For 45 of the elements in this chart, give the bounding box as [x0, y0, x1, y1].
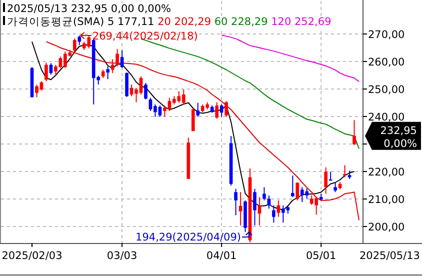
candlestick	[238, 192, 242, 226]
header: 2025/05/13 232,95 0,00 0,00%	[3, 3, 172, 15]
y-tick-label: 200,00	[368, 222, 405, 234]
annotation: 194,29(2025/04/09)	[136, 231, 252, 244]
y-tick-label: 240,00	[368, 112, 405, 124]
candlestick	[290, 175, 294, 198]
candlestick	[296, 182, 300, 201]
y-tick-label: 250,00	[368, 84, 405, 96]
x-tick-label: 03/03	[106, 250, 138, 262]
y-tick-label: 260,00	[368, 56, 405, 68]
legend: 가격이동평균(SMA) 5 177,11 20 202,29 60 228,29 120 252,69	[3, 16, 332, 28]
candlestick	[144, 82, 148, 100]
candlestick	[182, 89, 186, 105]
x-tick-label: 2025/02/03	[2, 250, 62, 262]
candlestick	[324, 166, 328, 194]
x-tick-label: 05/01	[306, 250, 336, 262]
candlestick	[106, 66, 110, 80]
candlestick	[44, 62, 48, 82]
legend-title: 가격이동평균(SMA)	[7, 16, 108, 28]
annotation: 2025/05/13	[359, 250, 420, 262]
candlestick	[215, 102, 218, 120]
candlestick	[125, 72, 128, 98]
candlestick	[267, 194, 271, 210]
candlestick	[272, 204, 276, 224]
y-tick-label: 270,00	[368, 29, 405, 41]
y-tick-label: 220,00	[368, 166, 405, 178]
candlestick	[253, 188, 256, 226]
candlestick	[334, 182, 337, 193]
candlestick	[352, 120, 356, 146]
candlestick	[110, 58, 114, 74]
candlestick	[78, 35, 82, 46]
candlestick	[224, 100, 228, 118]
candlestick	[120, 50, 124, 69]
annotation: 232,95 0,00%	[365, 122, 421, 150]
x-tick-label: 04/01	[206, 250, 237, 262]
candlestick	[72, 38, 76, 52]
candlestick	[191, 108, 195, 132]
candlestick	[276, 200, 280, 218]
candlestick	[116, 48, 119, 67]
candlestick	[196, 102, 200, 118]
y-tick-label: 210,00	[368, 194, 405, 206]
annotation: 269,44(2025/02/18)	[80, 30, 198, 43]
candlestick	[343, 164, 346, 178]
candlestick	[262, 186, 266, 201]
candlestick	[234, 188, 238, 216]
